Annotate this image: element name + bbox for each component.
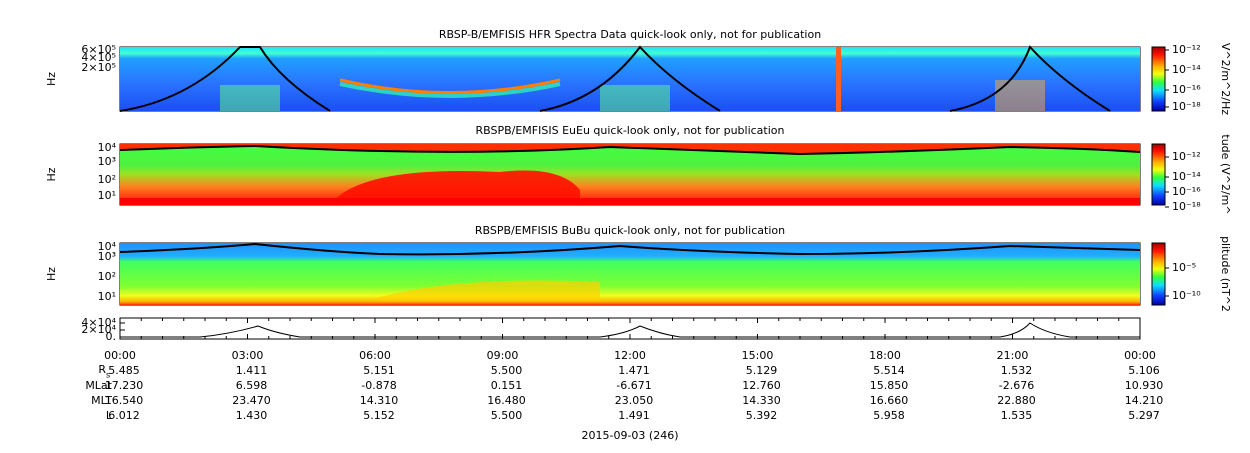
y-tick-label: 10³ [98, 250, 116, 263]
colorbar-tick-label: 10⁻¹² [1172, 43, 1201, 56]
colorbar-tick-label: 10⁻¹⁴ [1172, 63, 1201, 76]
row-value: 1.430 [236, 409, 268, 422]
y-tick-label: 2×10⁴ [81, 323, 116, 336]
row-value: 5.392 [746, 409, 778, 422]
row-value: 1.535 [1001, 409, 1033, 422]
y-axis-label: Hz [45, 167, 58, 181]
row-value: -6.671 [616, 379, 651, 392]
x-tick-label: 12:00 [614, 349, 646, 362]
x-tick-label: 09:00 [487, 349, 519, 362]
row-value: 14.210 [1125, 394, 1164, 407]
x-tick-label: 03:00 [232, 349, 264, 362]
row-value: 6.598 [236, 379, 268, 392]
row-value: -2.676 [999, 379, 1034, 392]
row-value: 0.151 [491, 379, 523, 392]
row-value: 16.660 [870, 394, 909, 407]
y-tick-label: 10¹ [98, 290, 116, 303]
colorbar-tick-label: 10⁻¹⁰ [1172, 289, 1201, 302]
y-axis-label: Hz [45, 72, 58, 86]
x-tick-label: 06:00 [359, 349, 391, 362]
y-tick-label: 10² [98, 173, 116, 186]
colorbar-tick-label: 10⁻¹⁸ [1172, 200, 1201, 213]
row-value: 10.930 [1125, 379, 1164, 392]
row-value: 22.880 [997, 394, 1036, 407]
row-value: 15.850 [870, 379, 909, 392]
y-tick-label: 4×10⁴ [81, 316, 116, 329]
row-value: 1.471 [618, 364, 650, 377]
row-label: R [98, 363, 106, 376]
date-label: 2015-09-03 (246) [581, 429, 678, 442]
y-tick-label: 4×10⁵ [81, 51, 116, 64]
colorbar-label: plitude (nT^2 [1219, 236, 1232, 312]
row-value: 16.480 [487, 394, 526, 407]
row-label: MLT [91, 394, 112, 407]
colorbar-tick-label: 10⁻¹⁶ [1172, 185, 1201, 198]
y-tick-label: 10² [98, 270, 116, 283]
y-tick-label: 10⁴ [98, 141, 117, 154]
row-value: 5.500 [491, 364, 523, 377]
row-value: 5.152 [363, 409, 395, 422]
y-tick-label: 0. [106, 330, 117, 343]
x-tick-label: 00:00 [104, 349, 136, 362]
colorbar-tick-label: 10⁻¹⁴ [1172, 170, 1201, 183]
colorbar-label: V^2/m^2/Hz [1219, 43, 1232, 115]
row-value: 5.514 [873, 364, 905, 377]
row-value: 5.500 [491, 409, 523, 422]
panel-title: RBSPB/EMFISIS BuBu quick-look only, not … [475, 224, 785, 237]
colorbar-tick-label: 10⁻¹⁶ [1172, 83, 1201, 96]
row-label-subscript: s [106, 371, 110, 380]
row-value: 17.230 [105, 379, 144, 392]
x-tick-label: 21:00 [997, 349, 1029, 362]
row-value: 1.411 [236, 364, 268, 377]
colorbar-tick-label: 10⁻¹² [1172, 150, 1201, 163]
y-tick-label: 10³ [98, 155, 116, 168]
colorbar-label: tude (V^2/m^ [1219, 134, 1232, 214]
spectrogram-art [119, 45, 1141, 338]
x-tick-label: 15:00 [742, 349, 774, 362]
row-value: 23.050 [615, 394, 654, 407]
row-value: 5.129 [746, 364, 778, 377]
y-axis-label: Hz [45, 267, 58, 281]
colorbar [1151, 46, 1166, 112]
row-value: 5.151 [363, 364, 395, 377]
row-value: 14.310 [360, 394, 399, 407]
colorbar [1151, 242, 1166, 306]
row-value: 14.330 [742, 394, 781, 407]
row-value: 12.760 [742, 379, 781, 392]
row-value: 6.012 [108, 409, 140, 422]
row-value: 23.470 [232, 394, 271, 407]
y-tick-label: 6×10⁵ [81, 43, 116, 56]
y-tick-label: 10¹ [98, 189, 116, 202]
y-tick-label: 10⁴ [98, 240, 117, 253]
x-tick-label: 18:00 [869, 349, 901, 362]
row-label: MLat [85, 379, 112, 392]
x-tick-label: 00:00 [1124, 349, 1156, 362]
row-value: 5.297 [1128, 409, 1160, 422]
colorbar-tick-label: 10⁻¹⁸ [1172, 100, 1201, 113]
row-value: 5.106 [1128, 364, 1160, 377]
colorbar-tick-label: 10⁻⁵ [1172, 261, 1196, 274]
panel-title: RBSP-B/EMFISIS HFR Spectra Data quick-lo… [439, 28, 821, 41]
row-value: 5.485 [108, 364, 140, 377]
row-label: L [106, 409, 113, 422]
row-value: 16.540 [105, 394, 144, 407]
y-tick-label: 2×10⁵ [81, 61, 116, 74]
row-value: 1.532 [1001, 364, 1033, 377]
row-value: 5.958 [873, 409, 905, 422]
row-value: 1.491 [618, 409, 650, 422]
row-value: -0.878 [361, 379, 396, 392]
colorbar [1151, 143, 1166, 206]
panel-title: RBSPB/EMFISIS EuEu quick-look only, not … [475, 124, 784, 137]
